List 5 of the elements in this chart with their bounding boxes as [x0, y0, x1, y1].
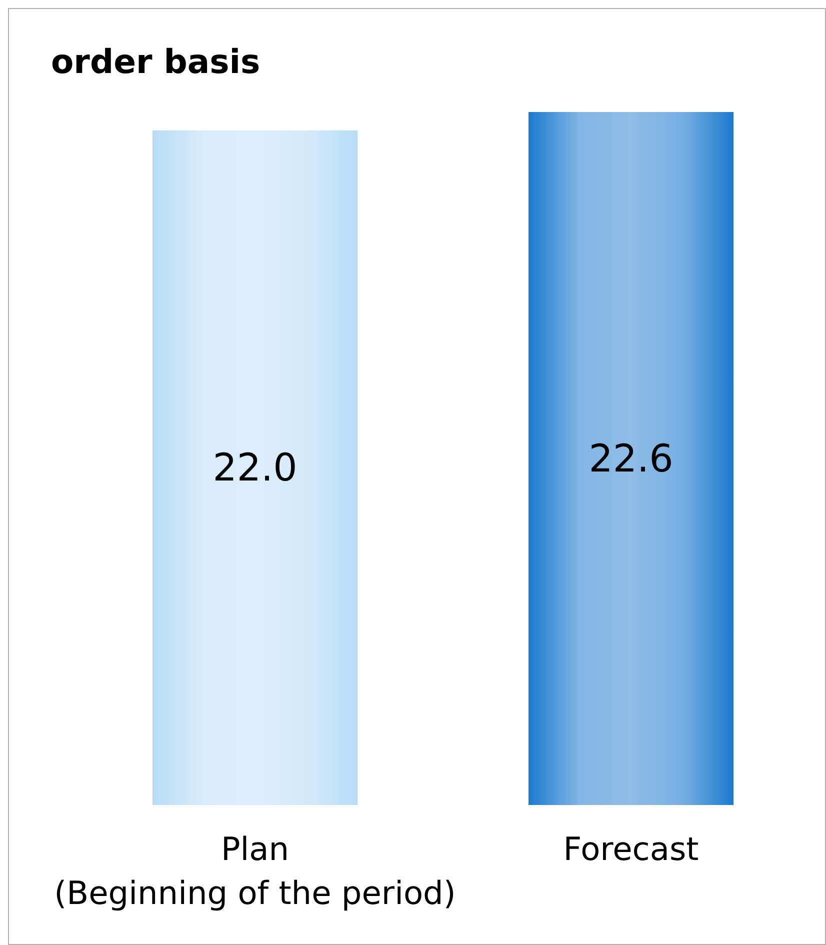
- data-label: 22.0: [212, 446, 298, 490]
- data-label: 22.6: [588, 436, 674, 480]
- x-tick-label: Forecast: [563, 830, 699, 868]
- chart-title: order basis: [51, 42, 260, 81]
- x-tick-label: Plan (Beginning of the period): [54, 830, 456, 912]
